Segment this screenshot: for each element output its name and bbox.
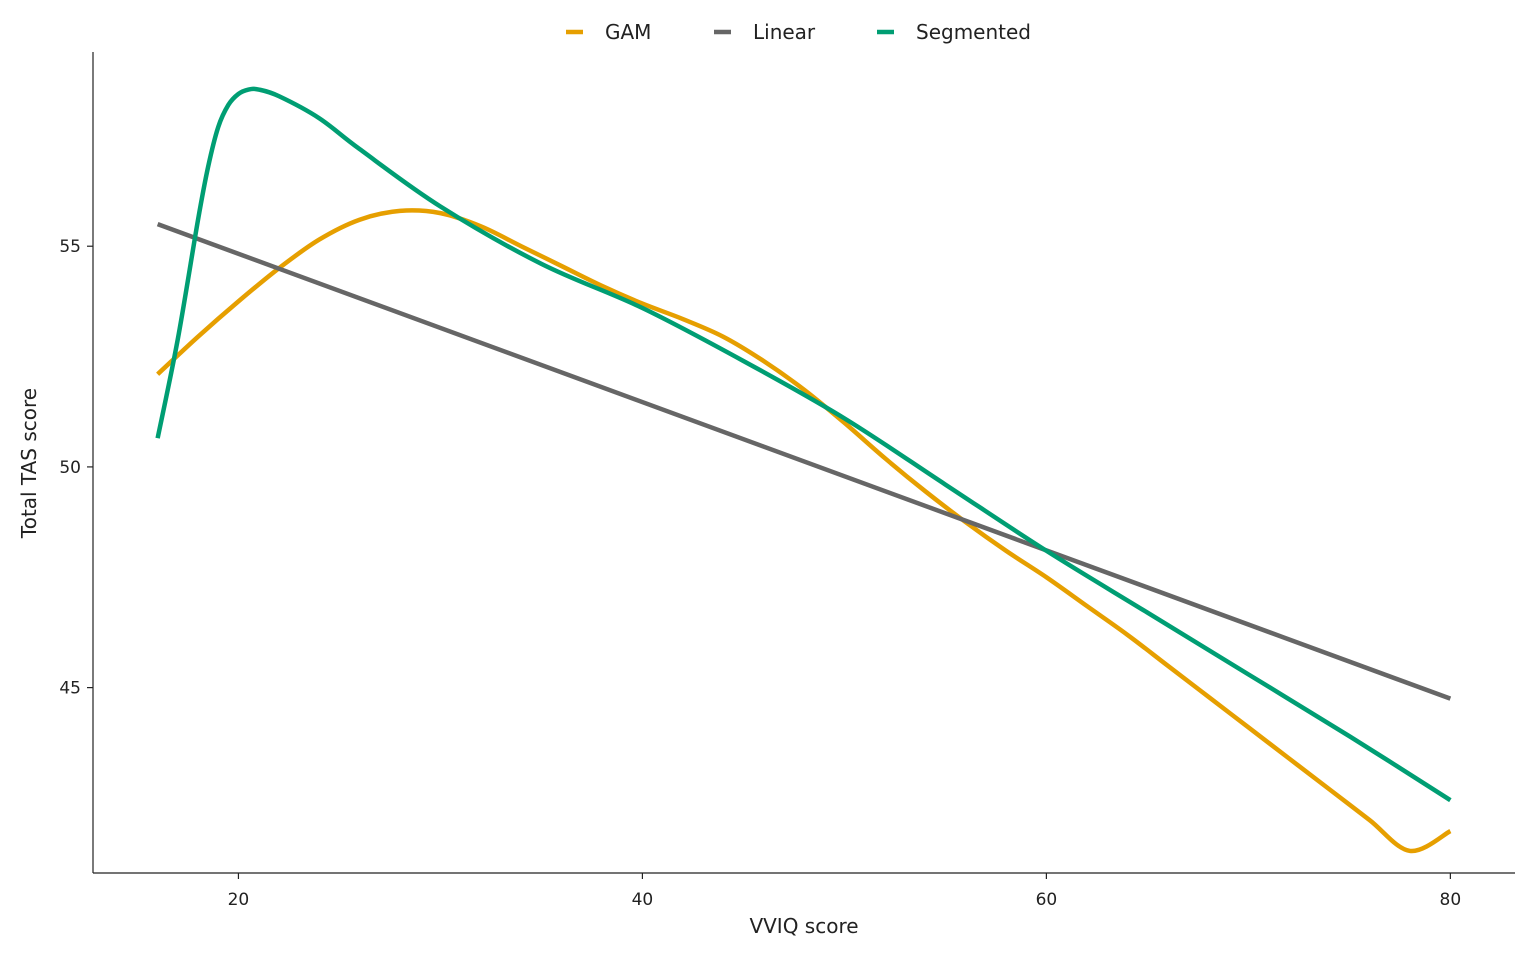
series-line-segmented	[155, 86, 1452, 803]
y-tick-label: 50	[59, 458, 81, 478]
series-lines	[155, 86, 1452, 854]
legend-label-gam: GAM	[605, 20, 651, 44]
series-line-gam	[156, 208, 1452, 854]
x-tick-label: 60	[1036, 890, 1058, 910]
x-tick-label: 20	[228, 890, 250, 910]
x-ticks: 20 40 60 80	[228, 873, 1462, 910]
x-axis-title: VVIQ score	[749, 914, 858, 938]
series-line-linear	[156, 222, 1452, 701]
legend-label-linear: Linear	[753, 20, 816, 44]
legend: GAM Linear Segmented	[566, 20, 1031, 44]
x-tick-label: 80	[1440, 890, 1462, 910]
y-tick-label: 55	[59, 237, 81, 257]
x-tick-label: 40	[632, 890, 654, 910]
legend-label-segmented: Segmented	[916, 20, 1031, 44]
axes	[92, 52, 1515, 874]
y-tick-label: 45	[59, 679, 81, 699]
y-axis-title: Total TAS score	[17, 388, 41, 539]
y-ticks: 45 50 55	[59, 237, 93, 699]
